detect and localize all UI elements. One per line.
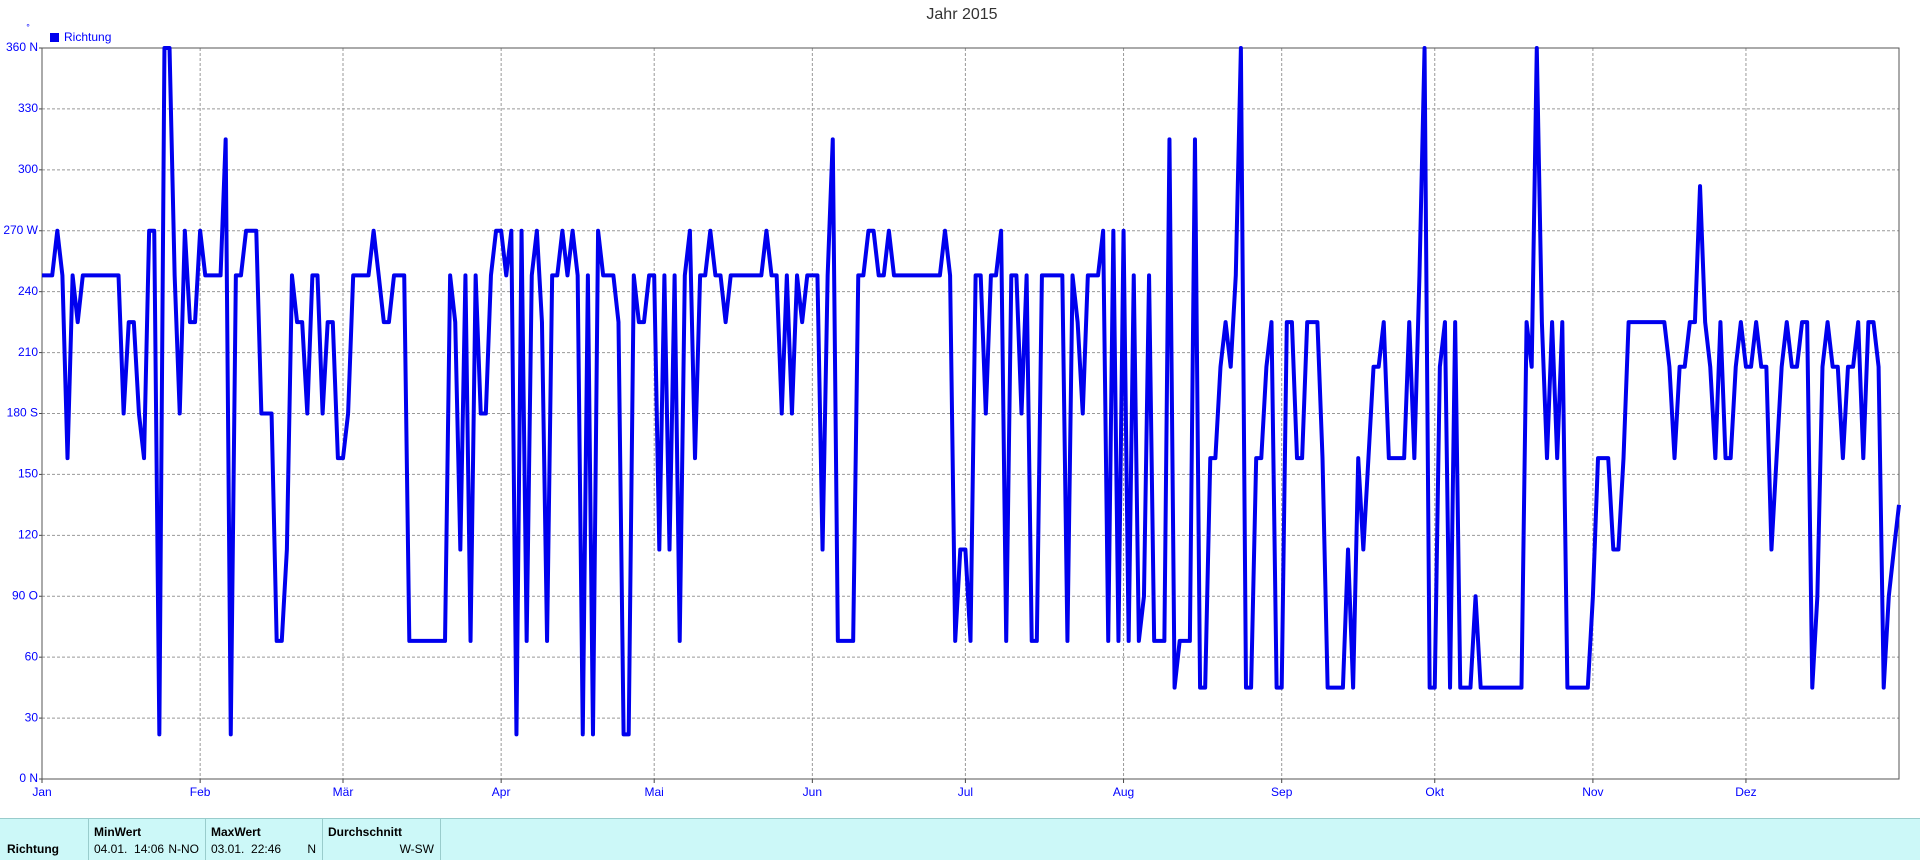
- y-tick-label: 90 O: [12, 588, 38, 602]
- plot-border: [41, 47, 1900, 780]
- y-tick-label: 0 N: [19, 771, 38, 785]
- y-tick-label: 240: [18, 284, 38, 298]
- y-tick-label: 210: [18, 345, 38, 359]
- stat-header: MaxWert: [211, 825, 261, 839]
- x-tick-label: Feb: [190, 785, 211, 799]
- y-unit: °: [26, 22, 30, 32]
- y-tick-label: 150: [18, 467, 38, 481]
- x-tick-label: Dez: [1735, 785, 1756, 799]
- y-tick-label: 180 S: [7, 406, 38, 420]
- x-tick-label: Sep: [1271, 785, 1293, 799]
- y-tick-label: 60: [25, 649, 39, 663]
- row-label-cell: Richtung: [0, 819, 89, 860]
- x-tick-label: Jun: [803, 785, 822, 799]
- stat-value: N-NO: [168, 842, 199, 856]
- chart: Jahr 2015 ° 0 N 30 60 90 O 120 150 180 S 210 240…: [3, 6, 1901, 799]
- chart-title: Jahr 2015: [926, 6, 997, 23]
- y-tick-label: 120: [18, 528, 38, 542]
- stat-cell: MinWert 04.01. 14:06 N-NO: [89, 819, 206, 860]
- x-tick-label: Nov: [1582, 785, 1603, 799]
- y-tick-label: 30: [25, 710, 39, 724]
- legend-swatch: [50, 33, 59, 42]
- stat-date: 03.01. 22:46: [211, 842, 282, 856]
- x-tick-label: Apr: [492, 785, 511, 799]
- stats-panel: Richtung MinWert 04.01. 14:06 N-NO MaxWe…: [0, 818, 1920, 860]
- y-tick-label: 330: [18, 101, 38, 115]
- stat-header: MinWert: [94, 825, 142, 839]
- stat-header: Durchschnitt: [328, 825, 403, 839]
- y-tick-label: 360 N: [6, 40, 38, 54]
- plot-area: [42, 48, 1899, 779]
- y-tick-label: 270 W: [3, 223, 38, 237]
- x-tick-label: Mär: [333, 785, 354, 799]
- row-label: Richtung: [7, 842, 59, 856]
- x-tick-label: Aug: [1113, 785, 1134, 799]
- data-line: [42, 46, 1901, 737]
- x-tick-label: Okt: [1425, 785, 1444, 799]
- stat-value: N: [307, 842, 316, 856]
- stat-value: W-SW: [399, 842, 434, 856]
- stat-cell: MaxWert 03.01. 22:46 N: [206, 819, 323, 860]
- y-tick-label: 300: [18, 162, 38, 176]
- stat-date: 04.01. 14:06: [94, 842, 165, 856]
- x-tick-label: Jan: [32, 785, 51, 799]
- x-tick-label: Mai: [645, 785, 664, 799]
- x-tick-label: Jul: [958, 785, 973, 799]
- legend-label: Richtung: [64, 30, 111, 44]
- stat-cell: Durchschnitt W-SW: [323, 819, 441, 860]
